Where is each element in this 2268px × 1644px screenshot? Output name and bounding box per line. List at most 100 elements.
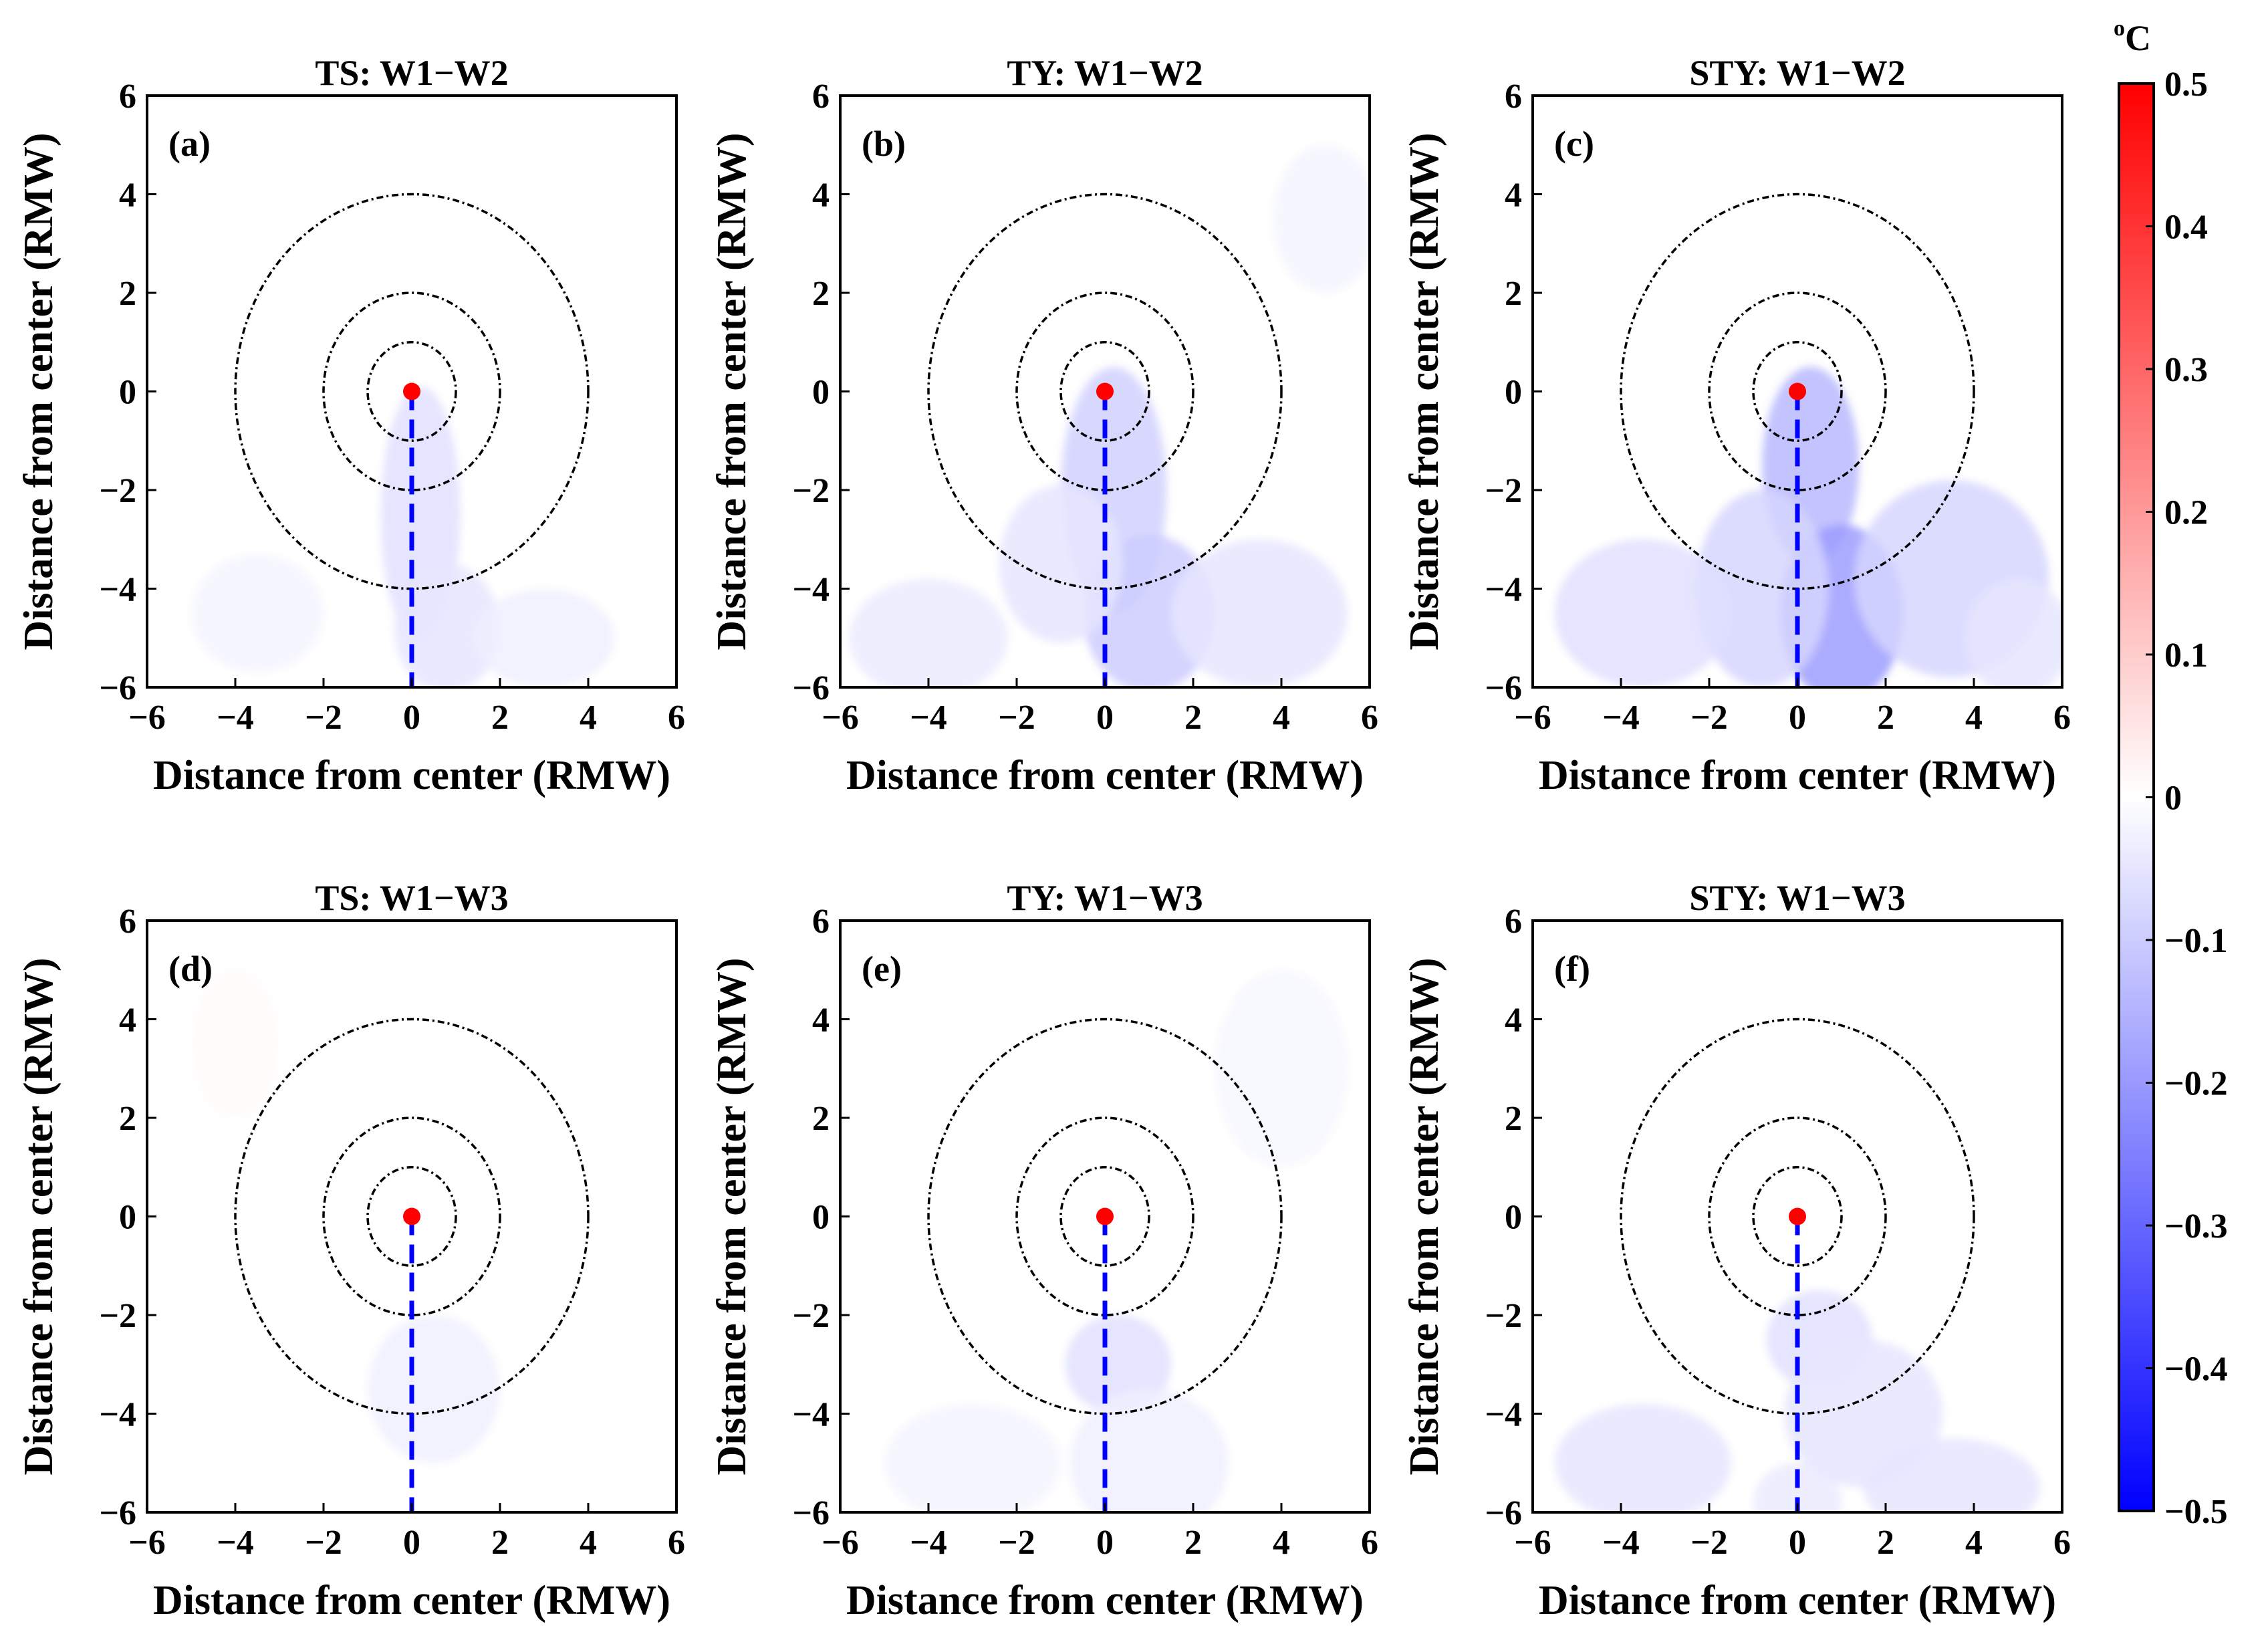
colorbar-unit-letter: C <box>2125 18 2151 58</box>
y-tick-label-a-0: 6 <box>119 78 136 116</box>
y-tick-label-e-3: 0 <box>812 1199 830 1237</box>
x-axis-label-a: Distance from center (RMW) <box>153 753 670 798</box>
colorbar-tick-label-10: −0.5 <box>2164 1493 2228 1531</box>
rmw-circle-2-e <box>1015 1117 1194 1316</box>
rmw-circle-2-c <box>1708 291 1887 491</box>
anomaly-field-f <box>1555 1290 2040 1512</box>
y-tick-label-a-6: −6 <box>99 669 136 707</box>
x-tick-label-f-3: 0 <box>1789 1524 1806 1562</box>
y-tick-label-a-1: 4 <box>119 177 136 215</box>
colorbar-tick-label-8: −0.3 <box>2164 1207 2228 1246</box>
y-tick-label-d-1: 4 <box>119 1002 136 1040</box>
panel-label-e: (e) <box>862 949 902 989</box>
anomaly-blob-c-4 <box>1555 539 1731 687</box>
x-tick-label-d-5: 4 <box>580 1524 597 1562</box>
panel-title-f: STY: W1−W3 <box>1689 878 1905 918</box>
panel-label-c: (c) <box>1554 124 1594 164</box>
anomaly-field-a <box>191 386 615 687</box>
colorbar-tick-label-4: 0.1 <box>2164 636 2208 675</box>
anomaly-blob-a-1 <box>394 564 500 687</box>
y-tick-label-f-1: 4 <box>1505 1002 1522 1040</box>
panel-title-d: TS: W1−W3 <box>315 878 508 918</box>
panel-f: STY: W1−W3 (f) −6 −4 −2 0 2 4 6 6 4 2 0 −2 −4 −6 Distanc… <box>1402 878 2071 1623</box>
y-axis-label-d: Distance from center (RMW) <box>16 957 61 1475</box>
anomaly-blob-e-0 <box>1065 1315 1172 1414</box>
y-tick-label-e-0: 6 <box>812 903 830 941</box>
x-tick-label-f-0: −6 <box>1514 1524 1551 1562</box>
x-tick-label-e-5: 4 <box>1273 1524 1290 1562</box>
y-axis-label-b: Distance from center (RMW) <box>709 132 755 650</box>
x-tick-label-f-5: 4 <box>1965 1524 1983 1562</box>
y-tick-label-e-4: −2 <box>792 1297 830 1335</box>
panel-title-c: STY: W1−W2 <box>1689 53 1905 93</box>
panel-b: TY: W1−W2 (b) −6 −4 −2 0 2 4 6 6 4 2 0 −2 −4 −6 Distance… <box>709 53 1378 798</box>
panel-e: TY: W1−W3 (e) −6 −4 −2 0 2 4 6 6 4 2 0 −2 −4 −6 Distance… <box>709 878 1378 1623</box>
panel-a: TS: W1−W2 (a) −6 −4 −2 0 2 4 6 6 4 2 0 −2 −4 −6 Distance… <box>16 53 685 798</box>
x-axis-label-f: Distance from center (RMW) <box>1539 1578 2056 1623</box>
anomaly-field-b <box>849 144 1370 687</box>
y-tick-label-e-1: 4 <box>812 1002 830 1040</box>
x-axis-label-e: Distance from center (RMW) <box>846 1578 1364 1623</box>
y-tick-label-d-3: 0 <box>119 1199 136 1237</box>
x-tick-label-a-3: 0 <box>403 699 420 737</box>
y-tick-label-b-2: 2 <box>812 275 830 313</box>
x-tick-label-e-3: 0 <box>1096 1524 1114 1562</box>
colorbar-tick-label-2: 0.3 <box>2164 351 2208 389</box>
anomaly-blob-f-2 <box>1555 1403 1731 1512</box>
y-tick-label-a-5: −4 <box>99 571 136 609</box>
x-axis-label-c: Distance from center (RMW) <box>1539 753 2056 798</box>
y-tick-label-c-4: −2 <box>1485 472 1522 510</box>
rmw-circle-2-a <box>322 291 501 491</box>
anomaly-blob-c-5 <box>1965 578 2062 687</box>
anomaly-field-d <box>191 969 500 1463</box>
x-tick-label-f-2: −2 <box>1690 1524 1728 1562</box>
y-axis-label-f: Distance from center (RMW) <box>1402 957 1447 1475</box>
anomaly-blob-d-1 <box>191 969 279 1118</box>
x-tick-label-c-0: −6 <box>1514 699 1551 737</box>
y-tick-label-f-5: −4 <box>1485 1396 1522 1434</box>
anomaly-blob-e-3 <box>1215 969 1348 1167</box>
rmw-circle-1-d <box>366 1166 457 1267</box>
colorbar-tick-label-1: 0.4 <box>2164 209 2208 247</box>
x-tick-label-b-0: −6 <box>822 699 859 737</box>
colorbar-tick-label-5: 0 <box>2164 780 2182 818</box>
storm-center-marker-c <box>1789 382 1806 400</box>
rmw-circle-2-d <box>322 1117 501 1316</box>
y-tick-label-f-6: −6 <box>1485 1494 1522 1532</box>
y-tick-label-d-2: 2 <box>119 1100 136 1138</box>
y-tick-label-c-2: 2 <box>1505 275 1522 313</box>
x-tick-label-a-6: 6 <box>668 699 685 737</box>
x-tick-label-b-3: 0 <box>1096 699 1114 737</box>
x-tick-label-f-4: 2 <box>1877 1524 1894 1562</box>
y-tick-label-b-3: 0 <box>812 374 830 412</box>
rmw-circle-1-a <box>366 341 457 442</box>
x-tick-label-a-4: 2 <box>491 699 509 737</box>
colorbar-tick-label-9: −0.4 <box>2164 1351 2228 1389</box>
y-tick-label-e-2: 2 <box>812 1100 830 1138</box>
x-tick-label-a-5: 4 <box>580 699 597 737</box>
panel-d: TS: W1−W3 (d) −6 −4 −2 0 2 4 6 6 4 2 0 −2 −4 −6 Distance… <box>16 878 685 1623</box>
panel-title-e: TY: W1−W3 <box>1007 878 1203 918</box>
rmw-circle-1-e <box>1059 1166 1150 1267</box>
x-tick-label-d-0: −6 <box>128 1524 166 1562</box>
anomaly-blob-a-3 <box>191 554 324 673</box>
x-tick-label-b-1: −4 <box>910 699 947 737</box>
storm-center-marker-b <box>1096 382 1114 400</box>
x-tick-label-b-6: 6 <box>1361 699 1378 737</box>
x-tick-label-f-6: 6 <box>2053 1524 2071 1562</box>
y-tick-label-e-6: −6 <box>792 1494 830 1532</box>
y-tick-label-d-5: −4 <box>99 1396 136 1434</box>
y-tick-label-b-1: 4 <box>812 177 830 215</box>
anomaly-blob-b-3 <box>1171 539 1348 687</box>
y-tick-label-d-4: −2 <box>99 1297 136 1335</box>
y-tick-label-f-3: 0 <box>1505 1199 1522 1237</box>
y-tick-label-d-0: 6 <box>119 903 136 941</box>
y-tick-label-d-6: −6 <box>99 1494 136 1532</box>
y-tick-label-c-6: −6 <box>1485 669 1522 707</box>
panel-label-f: (f) <box>1554 949 1590 989</box>
y-axis-label-c: Distance from center (RMW) <box>1402 132 1447 650</box>
x-tick-label-d-4: 2 <box>491 1524 509 1562</box>
y-tick-label-f-0: 6 <box>1505 903 1522 941</box>
anomaly-field-e <box>884 969 1348 1512</box>
